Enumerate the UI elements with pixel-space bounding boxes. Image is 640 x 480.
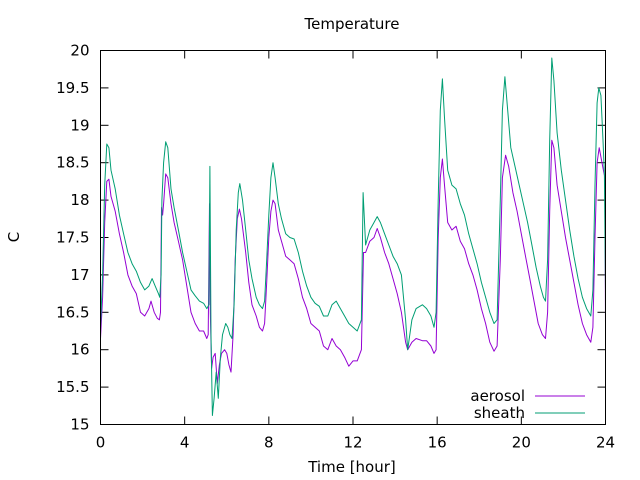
series-line-aerosol xyxy=(100,139,606,384)
chart-title: Temperature xyxy=(303,15,399,33)
series-line-sheath xyxy=(100,57,606,416)
x-tick-label: 24 xyxy=(596,434,615,452)
y-tick-label: 19 xyxy=(70,116,89,134)
legend-label-sheath: sheath xyxy=(474,404,525,422)
y-tick-label: 17 xyxy=(70,266,89,284)
y-tick-label: 16.5 xyxy=(56,303,89,321)
y-axis-label: C xyxy=(5,232,23,242)
y-tick-label: 19.5 xyxy=(56,79,89,97)
plot-frame xyxy=(100,50,606,425)
x-tick-label: 12 xyxy=(343,434,362,452)
y-tick-label: 20 xyxy=(70,42,89,60)
plot-area xyxy=(100,57,606,416)
y-tick-label: 16 xyxy=(70,341,89,359)
y-tick-label: 18.5 xyxy=(56,154,89,172)
y-tick-label: 15 xyxy=(70,416,89,434)
x-tick-label: 8 xyxy=(264,434,274,452)
y-tick-label: 18 xyxy=(70,191,89,209)
x-axis-label: Time [hour] xyxy=(307,458,396,476)
x-tick-label: 0 xyxy=(96,434,106,452)
x-tick-label: 4 xyxy=(180,434,190,452)
legend-label-aerosol: aerosol xyxy=(470,387,525,405)
y-tick-label: 15.5 xyxy=(56,378,89,396)
x-tick-label: 16 xyxy=(428,434,447,452)
axis-ticks: 15 15.5 16 16.5 17 17.5 18 18.5 19 19.5 20 0 4 8 12 16 2… xyxy=(56,42,615,452)
x-tick-label: 20 xyxy=(512,434,531,452)
y-tick-label: 17.5 xyxy=(56,229,89,247)
